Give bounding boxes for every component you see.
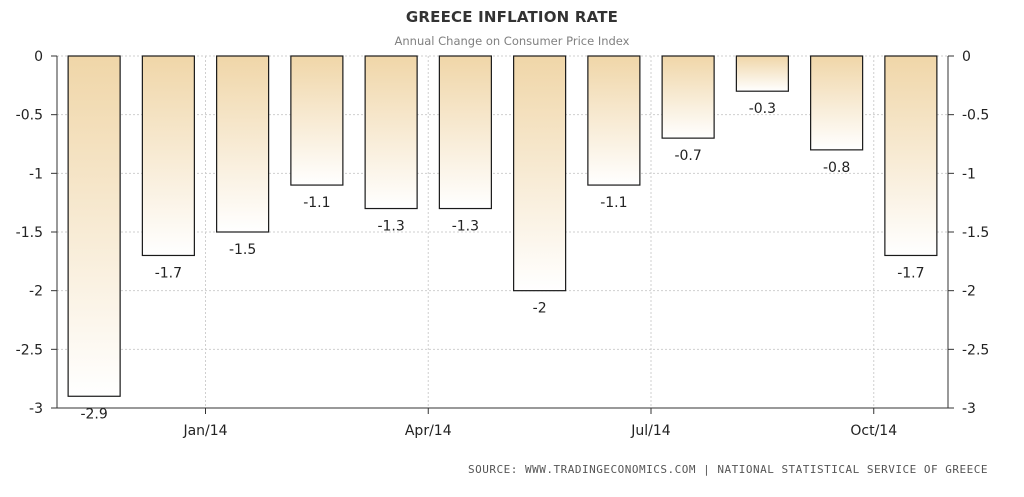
y-tick-label-right: 0 — [962, 49, 971, 65]
bar — [810, 55, 864, 151]
y-tick-label-left: -2.5 — [16, 342, 43, 358]
data-labels: -2.9 -1.7 -1.5 -1.1 -1.3 -1.3 -2 -1.1 -0.7 -0.3 -0… — [80, 101, 924, 422]
y-tick-label-right: -2 — [962, 284, 976, 300]
y-tick-label-right: -2.5 — [962, 342, 989, 358]
y-tick-label-right: -0.5 — [962, 108, 989, 124]
bar — [438, 55, 492, 210]
chart-title: GREECE INFLATION RATE — [405, 8, 619, 26]
bar — [290, 55, 344, 186]
source-note: SOURCE: WWW.TRADINGECONOMICS.COM | NATIO… — [468, 463, 988, 476]
grid-lines — [57, 55, 948, 409]
y-tick-label-right: -3 — [962, 401, 976, 417]
bar — [141, 55, 195, 257]
x-tick-label: Jan/14 — [182, 423, 227, 439]
bar — [587, 55, 641, 186]
bars — [67, 55, 938, 397]
y-tick-label-left: -3 — [29, 401, 43, 417]
data-label: -1.1 — [600, 195, 627, 211]
bar — [364, 55, 418, 210]
data-label: -1.3 — [452, 219, 479, 235]
data-label: -1.7 — [897, 265, 924, 281]
data-label: -1.3 — [377, 219, 404, 235]
y-tick-label-right: -1.5 — [962, 225, 989, 241]
bar — [67, 55, 121, 397]
y-tick-label-right: -1 — [962, 166, 976, 182]
axes: 0 0 -0.5 -0.5 -1 -1 -1.5 -1.5 -2 -2 -2.5 -2.5 -3 -3 Ja… — [16, 49, 990, 439]
data-label: -0.3 — [749, 101, 776, 117]
y-tick-label-left: -2 — [29, 284, 43, 300]
data-label: -0.8 — [823, 160, 850, 176]
bar — [884, 55, 938, 257]
bar — [513, 55, 567, 292]
bar — [216, 55, 270, 233]
data-label: -0.7 — [674, 148, 701, 164]
x-tick-label: Apr/14 — [405, 423, 452, 439]
data-label: -1.5 — [229, 242, 256, 258]
y-tick-label-left: -1.5 — [16, 225, 43, 241]
y-tick-label-left: -1 — [29, 166, 43, 182]
data-label: -1.7 — [155, 265, 182, 281]
y-tick-label-left: -0.5 — [16, 108, 43, 124]
data-label: -2 — [533, 301, 547, 317]
data-label: -1.1 — [303, 195, 330, 211]
data-label: -2.9 — [80, 406, 107, 422]
bar — [735, 55, 789, 92]
y-tick-label-left: 0 — [34, 49, 43, 65]
x-tick-label: Jul/14 — [630, 423, 671, 439]
x-tick-label: Oct/14 — [850, 423, 897, 439]
chart-subtitle: Annual Change on Consumer Price Index — [394, 34, 630, 48]
bar — [661, 55, 715, 139]
